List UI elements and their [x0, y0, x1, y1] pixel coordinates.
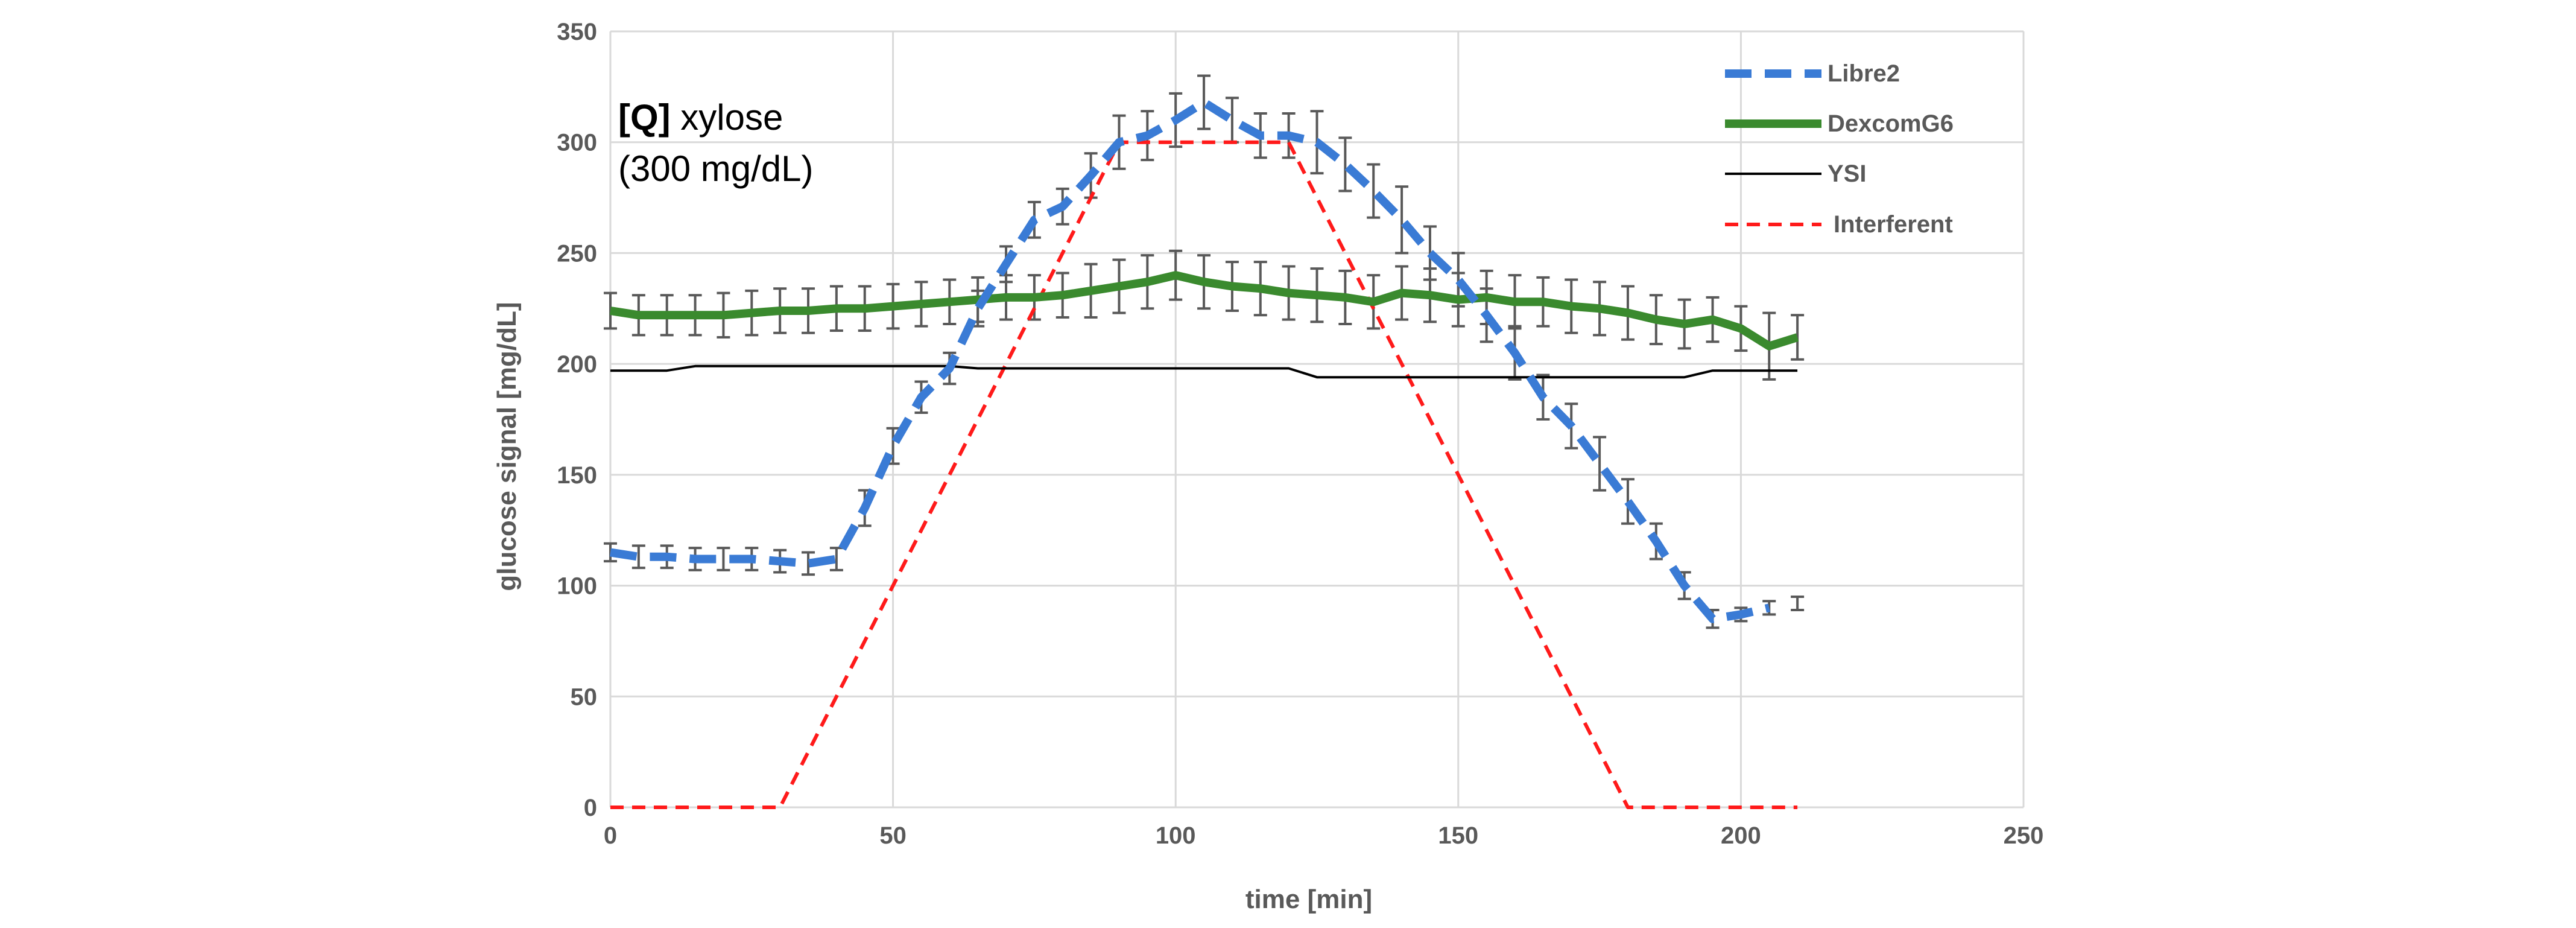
annotation-compound: xylose [671, 97, 783, 138]
series-line-libre2 [609, 98, 1770, 623]
y-axis-ticks: 0 50 100 150 200 250 300 350 [557, 19, 597, 821]
x-tick-label: 100 [1156, 822, 1196, 849]
x-tick-label: 50 [879, 822, 907, 849]
y-tick-label: 250 [557, 240, 597, 267]
legend-label-libre2: Libre2 [1828, 60, 1900, 87]
y-tick-label: 300 [557, 130, 597, 156]
gridlines [609, 30, 2025, 809]
legend-label-ysi: YSI [1828, 160, 1866, 187]
x-tick-label: 200 [1721, 822, 1761, 849]
series-line-interferent [610, 140, 1798, 809]
y-tick-label: 350 [557, 19, 597, 45]
series-line-dexcomg6 [609, 271, 1799, 351]
y-tick-label: 0 [584, 795, 597, 821]
legend-label-interferent: Interferent [1834, 211, 1953, 238]
series-lines [609, 98, 1799, 809]
legend: Libre2 DexcomG6 YSI Interferent [1725, 60, 1954, 238]
legend-label-dexcomg6: DexcomG6 [1828, 110, 1954, 137]
y-tick-label: 50 [571, 684, 598, 710]
series-line-ysi [610, 364, 1798, 379]
y-axis-title: glucose signal [mg/dL] [492, 302, 522, 591]
y-tick-label: 150 [557, 462, 597, 489]
annotation-line-1: [Q] xylose [618, 97, 783, 138]
x-tick-label: 150 [1438, 822, 1478, 849]
x-axis-title: time [min] [1245, 885, 1372, 914]
x-tick-label: 0 [604, 822, 617, 849]
annotation-line-2: (300 mg/dL) [618, 148, 814, 189]
y-tick-label: 100 [557, 573, 597, 600]
x-tick-label: 250 [2004, 822, 2044, 849]
y-tick-label: 200 [557, 351, 597, 378]
annotation-tag: [Q] [618, 97, 671, 138]
x-axis-ticks: 0 50 100 150 200 250 [604, 822, 2044, 849]
